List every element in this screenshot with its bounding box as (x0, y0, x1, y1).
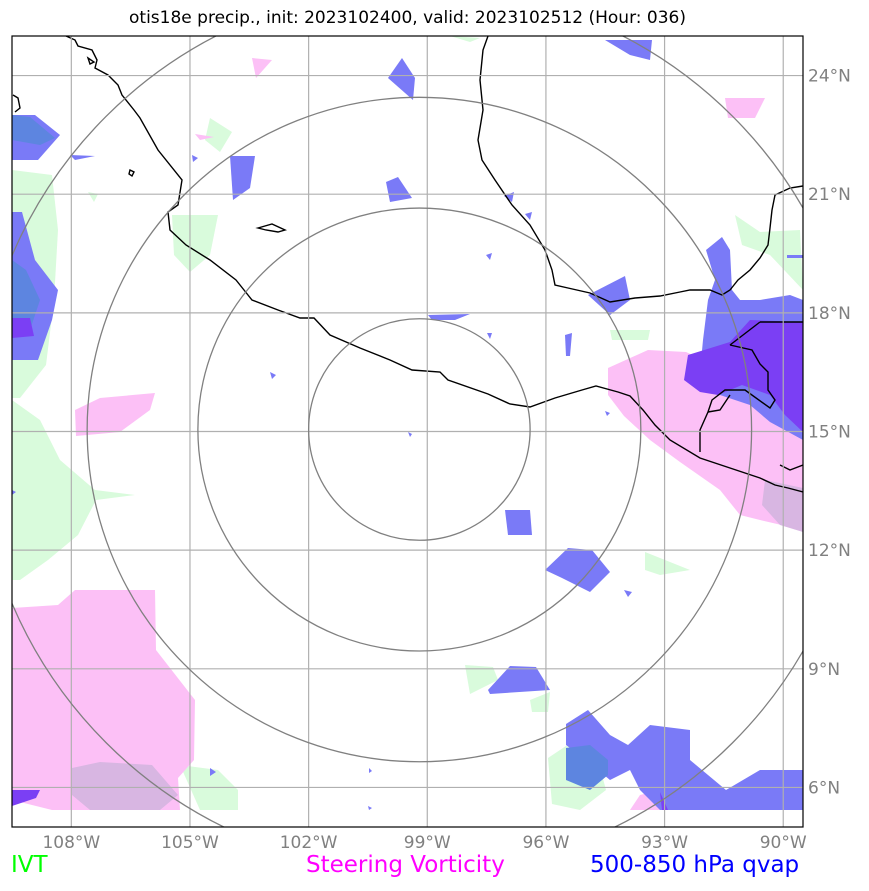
lon-tick-label: 96°W (522, 833, 569, 853)
lon-tick-label: 99°W (404, 833, 451, 853)
lat-tick-label: 24°N (808, 67, 851, 87)
vorticity-layer (12, 58, 803, 810)
lon-tick-label: 108°W (42, 833, 100, 853)
grid-lines (12, 36, 803, 827)
vorticity-qvap-overlap (72, 480, 803, 810)
range-ring (307, 318, 531, 541)
lat-tick-label: 6°N (808, 778, 840, 798)
map-frame (11, 35, 804, 828)
map-title: otis18e precip., init: 2023102400, valid… (129, 8, 686, 28)
lon-tick-labels: 108°W 105°W 102°W 99°W 96°W 93°W 90°W (42, 833, 806, 853)
legend-ivt: IVT (11, 852, 48, 878)
lon-tick-label: 105°W (161, 833, 219, 853)
lon-tick-label: 93°W (641, 833, 688, 853)
legend-qvap: 500-850 hPa qvap (590, 852, 800, 878)
lat-tick-labels: 6°N 9°N 12°N 15°N 18°N 21°N 24°N (808, 67, 851, 799)
lon-tick-label: 102°W (280, 833, 338, 853)
lat-tick-label: 21°N (808, 185, 851, 205)
lat-tick-label: 18°N (808, 304, 851, 324)
lat-tick-label: 9°N (808, 660, 840, 680)
lat-tick-label: 12°N (808, 541, 851, 561)
range-rings (12, 36, 803, 827)
range-ring (86, 96, 753, 763)
lat-tick-label: 15°N (808, 423, 851, 443)
legend-steering-vorticity: Steering Vorticity (306, 852, 505, 878)
coastlines (12, 36, 803, 493)
range-ring (197, 207, 642, 652)
lon-tick-label: 90°W (760, 833, 807, 853)
